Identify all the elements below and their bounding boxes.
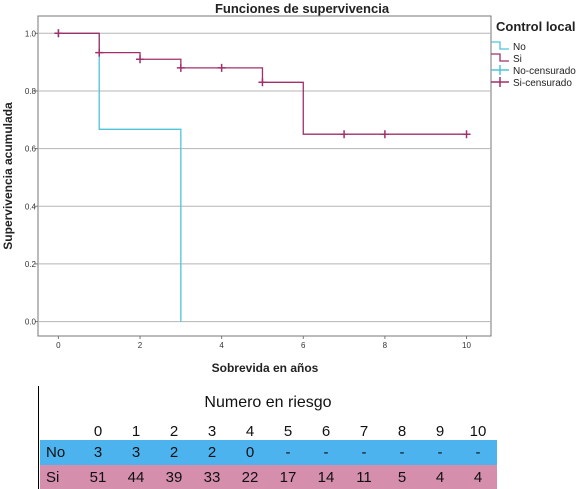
y-tick-label: 1.0 [25,29,37,38]
risk-time-header: 10 [469,422,487,440]
risk-count-cell: 4 [473,468,483,486]
risk-time-header: 4 [245,422,255,440]
plot-area [37,15,492,337]
censor-marker [136,55,145,64]
risk-time-header: 7 [359,422,369,440]
risk-count-cell: - [475,444,481,461]
risk-count-cell: 39 [165,468,183,486]
legend-symbol-step [491,53,509,62]
risk-count-cell: - [437,444,443,461]
risk-count-cell: 0 [245,444,255,461]
risk-row-no: No 3 3 2 2 0 - - - - - - [40,440,497,465]
legend-entry-label: Si-censurado [513,78,572,89]
y-tick-label: 0.0 [25,318,37,327]
risk-time-header: 6 [321,422,331,440]
risk-count-cell: 51 [89,468,107,486]
censor-marker [340,130,349,139]
risk-time-header: 9 [435,422,445,440]
risk-count-cell: - [285,444,291,461]
legend-entry-label: Si [513,54,522,65]
risk-count-cell: 5 [397,468,407,486]
risk-count-cell: 11 [356,468,372,486]
censor-marker [258,78,267,87]
x-tick-label: 4 [219,341,224,350]
risk-row-label: No [46,444,66,461]
legend-entry-label: No [513,42,526,53]
risk-time-header: 0 [93,422,103,440]
risk-table-title: Numero en riesgo [204,394,332,411]
y-tick-label: 0.4 [25,202,37,211]
risk-time-header: 1 [131,422,141,440]
y-axis-label: Supervivencia acumulada [1,102,15,250]
y-tick-label: 0.8 [25,87,37,96]
x-tick-label: 0 [56,341,61,350]
y-tick-label: 0.2 [25,260,37,269]
legend-symbol-step [491,41,509,50]
y-tick-label: 0.6 [25,145,37,154]
legend: Control local NoSiNo-censuradoSi-censura… [491,19,576,89]
legend-title: Control local [496,19,575,34]
x-axis-label: Sobrevida en años [212,361,319,375]
risk-time-header: 2 [169,422,179,440]
risk-row-label: Si [46,468,60,486]
legend-symbol-censor [491,77,509,87]
risk-count-cell: 22 [241,468,259,486]
x-tick-label: 8 [383,341,388,350]
risk-count-cell: 44 [127,468,145,486]
legend-symbol-censor [491,65,509,75]
risk-count-cell: 33 [203,468,221,486]
censor-marker [54,29,63,38]
chart-title: Funciones de supervivencia [215,1,390,16]
censor-marker [462,130,471,139]
x-tick-label: 10 [462,341,471,350]
risk-count-cell: - [323,444,329,461]
censor-marker [176,63,185,72]
risk-count-cell: 4 [435,468,445,486]
x-tick-label: 6 [301,341,306,350]
survival-chart: Funciones de supervivencia 0.00.20.40.60… [1,1,576,375]
risk-count-cell: 3 [93,444,103,461]
risk-time-header: 8 [397,422,407,440]
risk-time-header: 3 [207,422,217,440]
risk-count-cell: 2 [207,444,217,461]
legend-entry-label: No-censurado [513,66,576,77]
risk-table-header-row: 0 1 2 3 4 5 6 7 8 9 10 [40,419,497,443]
censor-marker [95,48,104,57]
risk-count-cell: - [399,444,405,461]
risk-count-cell: 14 [317,468,335,486]
censor-markers [54,29,471,139]
censor-marker [380,130,389,139]
gridlines [38,32,491,323]
risk-row-si: Si 51 44 39 33 22 17 14 11 5 4 4 [40,465,497,489]
risk-time-header: 5 [283,422,293,440]
risk-count-cell: 3 [131,444,141,461]
axis-ticks: 0.0 0.2 0.4 0.6 0.8 1.0 0 2 4 6 8 10 [25,29,472,350]
risk-count-cell: - [361,444,367,461]
x-tick-label: 2 [138,341,143,350]
censor-marker [217,63,226,72]
risk-count-cell: 2 [169,444,179,461]
risk-count-cell: 17 [279,468,297,486]
